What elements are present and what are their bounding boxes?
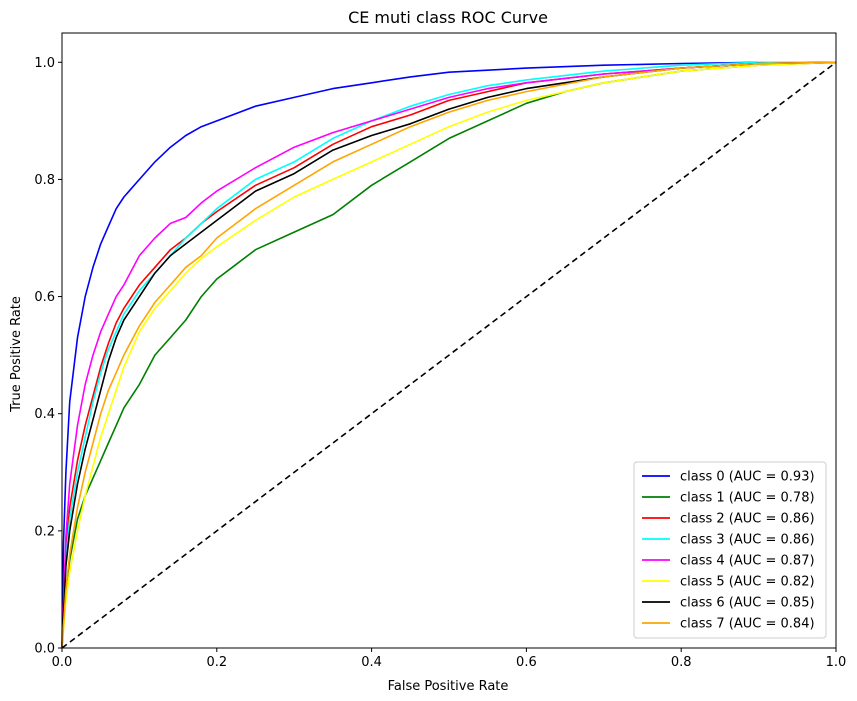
legend-label-class-7: class 7 (AUC = 0.84) [680, 617, 815, 632]
x-tick-label: 0.8 [671, 655, 692, 670]
x-tick-label: 0.4 [361, 655, 382, 670]
x-tick-label: 0.0 [52, 655, 73, 670]
chart-title: CE muti class ROC Curve [348, 8, 548, 27]
x-axis-label: False Positive Rate [388, 679, 509, 694]
legend-label-class-5: class 5 (AUC = 0.82) [680, 575, 815, 590]
legend-box [633, 461, 827, 639]
y-tick-label: 0.0 [34, 642, 55, 657]
legend-label-class-4: class 4 (AUC = 0.87) [680, 554, 815, 569]
series-line-class-3 [61, 61, 836, 649]
plot-area [61, 32, 837, 649]
legend-label-class-2: class 2 (AUC = 0.86) [680, 512, 815, 527]
series-line-class-6 [61, 61, 837, 649]
y-tick-label: 0.6 [34, 290, 55, 305]
plot-border [61, 32, 837, 649]
y-tick-label: 0.2 [34, 524, 55, 539]
x-tick-label: 0.6 [516, 655, 537, 670]
x-axis: 0.0 0.2 0.4 0.6 0.8 1.0 [52, 648, 847, 670]
y-axis-label: True Positive Rate [9, 296, 24, 413]
y-tick-label: 0.4 [34, 407, 55, 422]
legend-label-class-0: class 0 (AUC = 0.93) [680, 470, 815, 485]
legend: class 0 (AUC = 0.93) class 1 (AUC = 0.78)… [633, 461, 827, 639]
series-line-class-0 [61, 61, 836, 649]
y-tick-label: 1.0 [34, 56, 55, 71]
series-line-class-5 [61, 61, 837, 649]
x-tick-label: 1.0 [826, 655, 847, 670]
chance-diagonal-line [61, 61, 837, 649]
x-tick-label: 0.2 [206, 655, 227, 670]
series-layer [61, 61, 837, 649]
legend-label-class-3: class 3 (AUC = 0.86) [680, 533, 815, 548]
legend-label-class-1: class 1 (AUC = 0.78) [680, 491, 815, 506]
y-tick-label: 0.8 [34, 173, 55, 188]
y-axis: 0.0 0.2 0.4 0.6 0.8 1.0 [34, 56, 62, 657]
series-line-class-7 [61, 61, 837, 649]
series-line-class-4 [61, 61, 837, 649]
legend-label-class-6: class 6 (AUC = 0.85) [680, 596, 815, 611]
